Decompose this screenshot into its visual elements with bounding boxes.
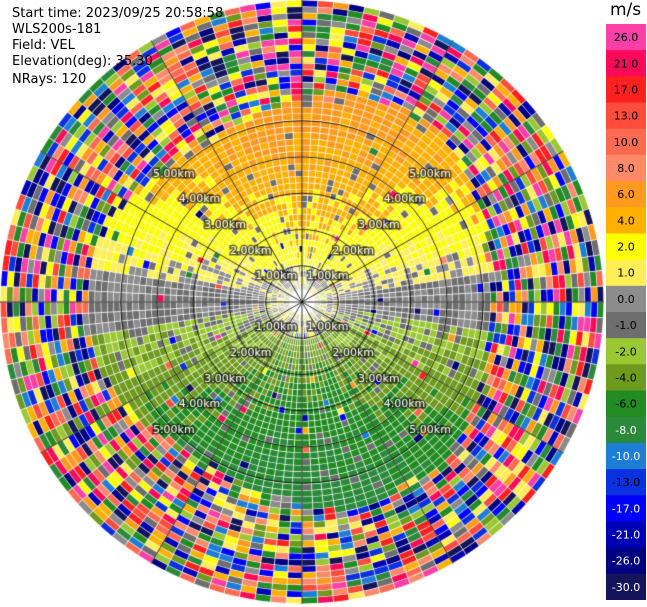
colorbar: 26.0 21.0 17.0 13.0 10.0 8.0 6.0 4.0 2.0 1.0 0.0 -1… [606,24,646,600]
colorbar-tick-label: 10.0 [614,136,639,149]
colorbar-swatch [606,521,646,549]
colorbar-swatch [606,469,646,496]
colorbar-swatch [606,181,646,208]
colorbar-swatch [606,364,646,392]
colorbar-swatch [606,495,646,522]
colorbar-tick-label: 13.0 [614,110,639,123]
colorbar-swatch [606,24,646,51]
nrays-label: NRays: 120 [12,72,87,87]
colorbar-swatch [606,154,646,182]
colorbar-tick-label: -10.0 [612,450,640,463]
colorbar-tick-label: -4.0 [615,371,636,384]
colorbar-tick-label: 8.0 [617,162,635,175]
colorbar-tick-label: -30.0 [612,581,640,594]
colorbar-tick-label: 17.0 [614,83,639,96]
colorbar-tick-label: -21.0 [612,529,640,542]
colorbar-tick-label: 26.0 [614,31,639,44]
colorbar-tick-label: -6.0 [615,398,636,411]
colorbar-tick-label: -17.0 [612,502,640,515]
colorbar-swatch [606,259,646,287]
start-time-label: Start time: 2023/09/25 20:58:58 [12,6,224,21]
colorbar-tick-label: -1.0 [615,319,636,332]
colorbar-swatch [606,233,646,261]
field-label: Field: VEL [12,38,75,53]
colorbar-tick-label: -2.0 [615,345,636,358]
colorbar-swatch [606,442,646,470]
colorbar-tick-label: 2.0 [617,241,635,254]
colorbar-swatch [606,416,646,444]
colorbar-swatch [606,573,646,600]
colorbar-swatch [606,102,646,130]
colorbar-tick-label: 1.0 [617,267,635,280]
colorbar-swatch [606,285,646,313]
elevation-label: Elevation(deg): 35.30 [12,54,153,69]
colorbar-tick-label: 21.0 [614,57,639,70]
colorbar-tick-label: 0.0 [617,293,635,306]
colorbar-swatch [606,76,646,104]
colorbar-swatch [606,128,646,156]
colorbar-swatch [606,338,646,365]
colorbar-tick-label: -13.0 [612,476,640,489]
colorbar-swatch [606,50,646,77]
colorbar-tick-label: -8.0 [615,424,636,437]
colorbar-tick-label: 4.0 [617,214,635,227]
colorbar-unit: m/s [610,0,642,20]
colorbar-swatch [606,390,646,418]
colorbar-swatch [606,312,646,339]
colorbar-swatch [606,547,646,575]
instrument-label: WLS200s-181 [12,22,102,37]
colorbar-tick-label: -26.0 [612,555,640,568]
colorbar-swatch [606,207,646,234]
colorbar-tick-label: 6.0 [617,188,635,201]
